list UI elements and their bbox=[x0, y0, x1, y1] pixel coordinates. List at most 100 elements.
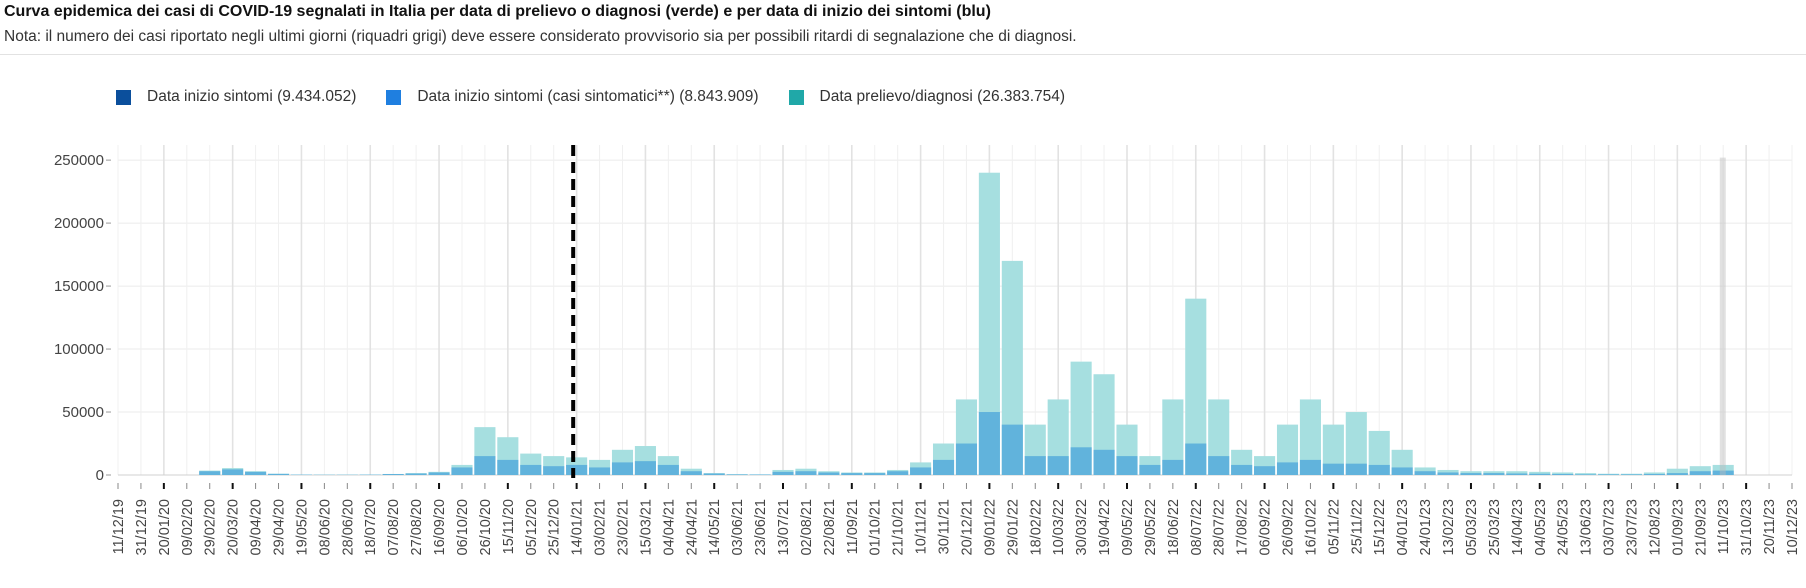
legend-item-symptom-onset[interactable]: Data inizio sintomi (9.434.052) bbox=[116, 88, 356, 106]
x-tick-label: 10/12/23 bbox=[1785, 499, 1801, 555]
x-tick-label: 19/05/20 bbox=[294, 499, 310, 555]
bar-symptom-onset bbox=[1345, 463, 1367, 475]
bar-diagnosis bbox=[1162, 399, 1184, 475]
bar-symptom-onset bbox=[772, 471, 794, 475]
bar-symptom-onset bbox=[955, 443, 978, 475]
bar-symptom-onset bbox=[1254, 466, 1276, 475]
x-tick-label: 24/05/23 bbox=[1556, 499, 1572, 555]
legend-item-diagnosis[interactable]: Data prelievo/diagnosi (26.383.754) bbox=[788, 88, 1066, 106]
y-tick-label: 250000 bbox=[54, 152, 104, 169]
x-tick-label: 05/12/20 bbox=[524, 499, 540, 555]
bar-symptom-onset bbox=[726, 474, 748, 475]
header-divider bbox=[0, 54, 1806, 55]
bar-symptom-onset bbox=[1575, 474, 1597, 475]
legend-item-symptomatic[interactable]: Data inizio sintomi (casi sintomatici**)… bbox=[386, 88, 759, 106]
x-tick-label: 20/01/20 bbox=[157, 499, 173, 555]
x-tick-label: 03/06/21 bbox=[730, 499, 746, 555]
bar-symptom-onset bbox=[910, 467, 932, 475]
x-tick-label: 26/10/20 bbox=[478, 499, 494, 555]
bar-symptom-onset bbox=[382, 473, 404, 475]
x-tick-label: 15/11/20 bbox=[501, 499, 517, 554]
bar-symptom-onset bbox=[1299, 459, 1321, 475]
bar-symptom-onset bbox=[1116, 456, 1138, 475]
y-tick-label: 0 bbox=[96, 467, 104, 484]
x-tick-label: 20/03/20 bbox=[226, 499, 242, 555]
bar-diagnosis bbox=[1506, 471, 1528, 475]
x-tick-label: 09/05/22 bbox=[1120, 499, 1136, 555]
bars-diagnosis bbox=[199, 172, 1734, 475]
x-tick-label: 28/06/20 bbox=[340, 499, 356, 555]
bar-diagnosis bbox=[1575, 473, 1597, 475]
legend-label-diagnosis: Data prelievo/diagnosi (26.383.754) bbox=[819, 88, 1066, 105]
bar-symptom-onset bbox=[222, 469, 244, 475]
bar-symptom-onset bbox=[1529, 473, 1551, 475]
x-tick-label: 13/06/23 bbox=[1579, 499, 1595, 555]
bar-symptom-onset bbox=[474, 456, 496, 475]
y-axis: 0 50000 100000 150000 200000 250000 bbox=[54, 152, 111, 484]
bar-symptom-onset bbox=[1460, 473, 1482, 475]
bar-symptom-onset bbox=[1506, 473, 1528, 475]
x-tick-label: 08/06/20 bbox=[317, 499, 333, 555]
bar-symptom-onset bbox=[680, 471, 702, 475]
x-tick-label: 28/07/22 bbox=[1212, 499, 1228, 555]
x-tick-label: 25/11/22 bbox=[1349, 499, 1365, 554]
x-tick-label: 26/09/22 bbox=[1281, 499, 1297, 555]
x-tick-label: 04/05/23 bbox=[1533, 499, 1549, 555]
bar-symptom-onset bbox=[978, 412, 1000, 475]
bar-symptom-onset bbox=[818, 472, 840, 475]
legend-label-symptomatic: Data inizio sintomi (casi sintomatici**)… bbox=[417, 88, 759, 105]
x-tick-label: 23/02/21 bbox=[615, 499, 631, 555]
bar-diagnosis bbox=[1712, 464, 1734, 475]
x-tick-label: 06/09/22 bbox=[1258, 499, 1274, 555]
x-tick-label: 01/10/21 bbox=[868, 499, 884, 555]
bar-symptom-onset bbox=[887, 471, 909, 475]
x-tick-label: 06/10/20 bbox=[455, 499, 471, 555]
x-tick-label: 04/04/21 bbox=[661, 499, 677, 555]
bar-symptom-onset bbox=[451, 467, 473, 475]
bar-diagnosis bbox=[1299, 399, 1321, 475]
x-tick-label: 13/02/23 bbox=[1441, 499, 1457, 555]
bar-diagnosis bbox=[1185, 298, 1207, 475]
bar-symptom-onset bbox=[1208, 456, 1230, 475]
x-tick-label: 22/08/21 bbox=[822, 499, 838, 555]
x-tick-label: 15/12/22 bbox=[1372, 499, 1388, 555]
bar-diagnosis bbox=[1322, 424, 1344, 475]
bar-symptom-onset bbox=[1139, 464, 1161, 475]
bar-diagnosis bbox=[1093, 374, 1115, 475]
bar-diagnosis bbox=[1345, 412, 1367, 475]
bar-diagnosis bbox=[1001, 260, 1023, 475]
x-tick-label: 05/11/22 bbox=[1326, 499, 1342, 554]
x-tick-label: 13/07/21 bbox=[776, 499, 792, 555]
x-tick-label: 09/02/20 bbox=[180, 499, 196, 555]
y-tick-label: 50000 bbox=[62, 404, 104, 421]
bar-symptom-onset bbox=[1185, 443, 1207, 475]
x-tick-label: 11/12/19 bbox=[111, 499, 127, 554]
bars-symptom-onset bbox=[199, 412, 1734, 475]
bar-symptom-onset bbox=[1231, 464, 1253, 475]
x-tick-label: 14/05/21 bbox=[707, 499, 723, 555]
bar-symptom-onset bbox=[1162, 459, 1184, 475]
bar-symptom-onset bbox=[1552, 473, 1574, 475]
chart-title: Curva epidemica dei casi di COVID-19 seg… bbox=[4, 3, 991, 20]
bar-symptom-onset bbox=[566, 464, 588, 475]
x-tick-label: 31/10/23 bbox=[1739, 499, 1755, 555]
bar-symptom-onset bbox=[405, 473, 427, 475]
x-tick-label: 03/02/21 bbox=[593, 499, 609, 555]
bar-symptom-onset bbox=[1322, 463, 1344, 475]
legend-swatch-diagnosis bbox=[788, 89, 804, 105]
x-tick-label: 01/09/23 bbox=[1670, 499, 1686, 555]
bar-symptom-onset bbox=[497, 459, 519, 475]
x-tick-label: 10/11/21 bbox=[914, 499, 930, 554]
bar-symptom-onset bbox=[520, 464, 542, 475]
x-tick-label: 29/02/20 bbox=[203, 499, 219, 555]
x-axis: 11/12/19 31/12/19 20/01/20 09/02/20 29/02/20… bbox=[111, 483, 1801, 555]
bar-symptom-onset bbox=[199, 471, 221, 475]
bar-symptom-onset bbox=[657, 464, 679, 475]
bar-diagnosis bbox=[1689, 466, 1711, 475]
bar-symptom-onset bbox=[1597, 474, 1620, 475]
grid bbox=[117, 145, 1793, 476]
bar-symptom-onset bbox=[589, 467, 611, 475]
bar-symptom-onset bbox=[932, 459, 955, 475]
y-tick-label: 150000 bbox=[54, 278, 104, 295]
